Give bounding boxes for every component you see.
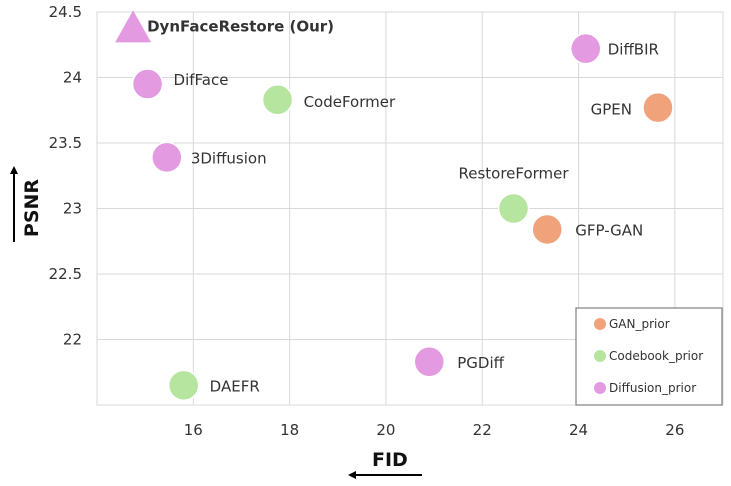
data-point (497, 192, 530, 225)
x-tick-labels: 16 18 20 22 24 26 (184, 421, 685, 439)
y-tick-label: 22 (63, 331, 82, 349)
data-point-triangle (115, 10, 152, 43)
x-tick-label: 16 (184, 421, 203, 439)
point-label: GFP-GAN (575, 221, 643, 239)
x-tick-label: 18 (280, 421, 299, 439)
point-label: DynFaceRestore (Our) (147, 17, 334, 35)
x-tick-label: 20 (376, 421, 395, 439)
data-point (151, 141, 183, 174)
legend-label: GAN_prior (609, 317, 670, 331)
point-label: DiffBIR (608, 41, 659, 59)
x-tick-label: 22 (473, 421, 492, 439)
legend-swatch (594, 318, 606, 330)
legend-swatch (594, 382, 606, 394)
data-point (167, 369, 200, 402)
y-tick-label: 23 (63, 200, 82, 218)
x-tick-label: 24 (569, 421, 588, 439)
data-point (531, 213, 563, 246)
y-axis-label: PSNR (21, 179, 43, 238)
y-tick-label: 22.5 (49, 265, 82, 283)
legend-label: Diffusion_prior (609, 381, 696, 395)
x-axis-label: FID (372, 449, 408, 471)
legend-label: Codebook_prior (609, 349, 703, 363)
point-label: DAEFR (210, 377, 260, 395)
point-labels: DynFaceRestore (Our) DiffBIR DifFace CodeFo… (147, 17, 659, 395)
x-tick-label: 26 (665, 421, 684, 439)
data-point (570, 32, 602, 65)
data-point (642, 91, 674, 124)
point-label: CodeFormer (304, 93, 396, 111)
y-tick-labels: 22 22.5 23 23.5 24 24.5 (49, 3, 82, 349)
point-label: RestoreFormer (458, 165, 569, 183)
y-axis-title: PSNR (10, 166, 43, 242)
point-label: GPEN (591, 101, 632, 119)
x-axis-title: FID (348, 449, 422, 479)
point-label: PGDiff (457, 354, 504, 372)
y-tick-label: 23.5 (49, 134, 82, 152)
y-tick-label: 24 (63, 69, 82, 87)
legend: GAN_prior Codebook_prior Diffusion_prior (575, 307, 723, 406)
data-point (131, 68, 164, 100)
point-label: DifFace (174, 71, 229, 89)
data-point (261, 84, 294, 116)
point-label: 3Diffusion (191, 149, 267, 167)
data-point (413, 346, 446, 378)
data-points (115, 10, 674, 402)
legend-swatch (594, 350, 606, 362)
y-tick-label: 24.5 (49, 3, 82, 21)
